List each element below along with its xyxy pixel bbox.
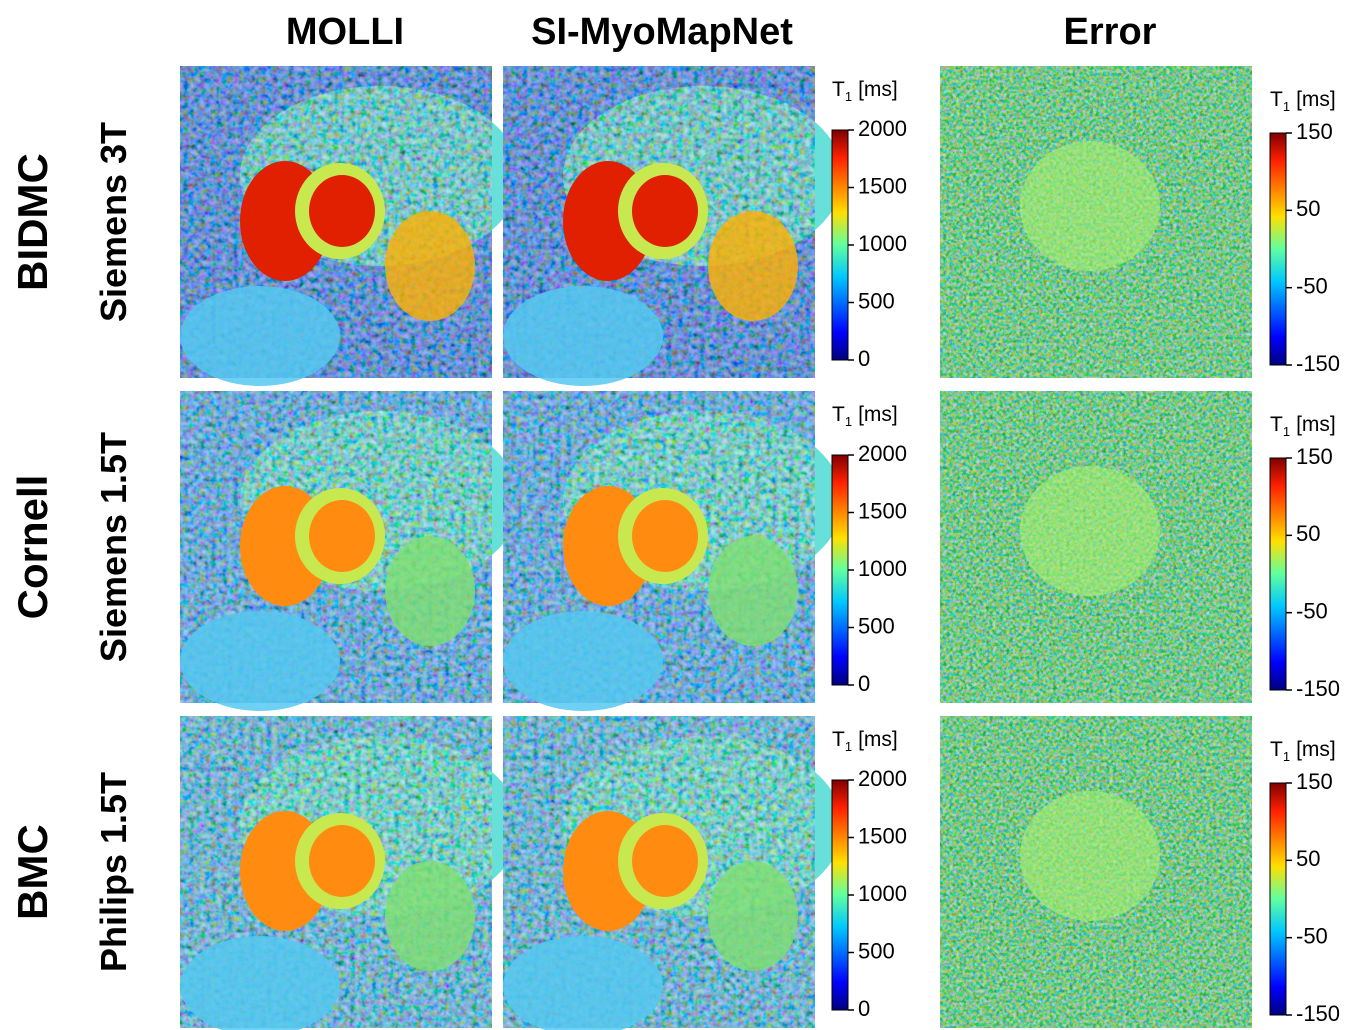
error-map	[940, 716, 1252, 1028]
t1-map	[503, 716, 843, 1030]
tissue	[180, 611, 340, 711]
left-ventricle	[309, 825, 375, 897]
left-ventricle	[632, 825, 698, 897]
tissue	[180, 286, 340, 386]
colorbar-label: T1 [ms]	[832, 403, 898, 429]
colorbar-unit: [ms]	[858, 728, 898, 751]
colorbar	[1269, 457, 1287, 691]
colorbar-subscript: 1	[845, 414, 852, 429]
colorbar-tick-label: 1000	[858, 881, 907, 906]
left-ventricle	[309, 500, 375, 572]
row-scanner: Philips 1.5T	[93, 772, 134, 972]
colorbar-tick-label: 150	[1296, 444, 1333, 469]
column-header: SI-MyoMapNet	[531, 11, 793, 53]
heart-region	[1020, 791, 1160, 921]
colorbar-unit: [ms]	[1296, 413, 1336, 436]
left-ventricle	[632, 500, 698, 572]
colorbar-tick-label: -150	[1296, 1001, 1340, 1026]
colorbar-label: T1 [ms]	[1270, 738, 1336, 764]
organ	[385, 211, 475, 321]
left-ventricle	[632, 175, 698, 247]
colorbar	[831, 129, 849, 361]
colorbar-subscript: 1	[1283, 99, 1290, 114]
organ	[385, 536, 475, 646]
colorbar-label: T1 [ms]	[1270, 413, 1336, 439]
colorbar	[831, 779, 849, 1011]
colorbar-tick-label: 50	[1296, 196, 1320, 221]
colorbar-unit: [ms]	[858, 403, 898, 426]
organ	[708, 536, 798, 646]
row-site: BMC	[9, 824, 56, 920]
colorbar-tick-label: 500	[858, 938, 895, 963]
tissue	[180, 936, 340, 1030]
colorbar-tick-label: 500	[858, 288, 895, 313]
colorbar-unit: [ms]	[1296, 738, 1336, 761]
colorbar-tick-label: 0	[858, 996, 870, 1021]
colorbar-tick-label: -50	[1296, 598, 1328, 623]
t1-map	[503, 391, 843, 711]
error-map	[940, 66, 1252, 378]
colorbar-tick-label: 50	[1296, 521, 1320, 546]
colorbar-symbol: T	[832, 728, 845, 751]
colorbar-symbol: T	[1270, 88, 1283, 111]
colorbar	[831, 454, 849, 686]
colorbar-tick-label: 1500	[858, 823, 907, 848]
colorbar-tick-label: 1500	[858, 173, 907, 198]
colorbar-tick-label: 1500	[858, 498, 907, 523]
colorbar-subscript: 1	[1283, 749, 1290, 764]
colorbar-symbol: T	[832, 78, 845, 101]
heart-region	[1020, 141, 1160, 271]
colorbar-tick-label: -150	[1296, 351, 1340, 376]
heart-region	[1020, 466, 1160, 596]
colorbar-subscript: 1	[1283, 424, 1290, 439]
colorbar-tick-label: 1000	[858, 231, 907, 256]
row-scanner: Siemens 3T	[93, 122, 134, 322]
left-ventricle	[309, 175, 375, 247]
colorbar-symbol: T	[1270, 738, 1283, 761]
colorbar-tick-label: 0	[858, 346, 870, 371]
colorbar-subscript: 1	[845, 739, 852, 754]
colorbar-tick-label: -50	[1296, 923, 1328, 948]
t1-map	[180, 66, 520, 386]
colorbar-tick-label: -50	[1296, 273, 1328, 298]
colorbar-subscript: 1	[845, 89, 852, 104]
row-site: BIDMC	[9, 153, 56, 291]
colorbar-tick-label: 2000	[858, 766, 907, 791]
organ	[708, 861, 798, 971]
t1-map	[180, 716, 520, 1030]
colorbar-tick-label: 50	[1296, 846, 1320, 871]
colorbar-unit: [ms]	[1296, 88, 1336, 111]
colorbar-tick-label: 0	[858, 671, 870, 696]
column-header: MOLLI	[286, 11, 404, 53]
colorbar-tick-label: 2000	[858, 441, 907, 466]
t1-map	[503, 66, 843, 386]
column-header: Error	[1064, 11, 1157, 53]
colorbar-symbol: T	[1270, 413, 1283, 436]
error-map	[940, 391, 1252, 703]
colorbar-unit: [ms]	[858, 78, 898, 101]
colorbar-tick-label: 2000	[858, 116, 907, 141]
colorbar	[1269, 132, 1287, 366]
colorbar-tick-label: 150	[1296, 769, 1333, 794]
t1-map	[180, 391, 520, 711]
row-scanner: Siemens 1.5T	[93, 432, 134, 662]
colorbar-tick-label: 150	[1296, 119, 1333, 144]
organ	[708, 211, 798, 321]
colorbar-tick-label: 1000	[858, 556, 907, 581]
tissue	[503, 611, 663, 711]
colorbar-tick-label: 500	[858, 613, 895, 638]
colorbar-tick-label: -150	[1296, 676, 1340, 701]
colorbar-label: T1 [ms]	[832, 728, 898, 754]
colorbar	[1269, 782, 1287, 1016]
tissue	[503, 936, 663, 1030]
colorbar-label: T1 [ms]	[1270, 88, 1336, 114]
colorbar-symbol: T	[832, 403, 845, 426]
colorbar-label: T1 [ms]	[832, 78, 898, 104]
tissue	[503, 286, 663, 386]
organ	[385, 861, 475, 971]
row-site: Cornell	[9, 475, 56, 620]
